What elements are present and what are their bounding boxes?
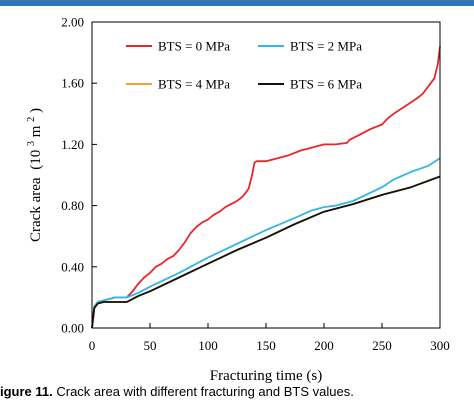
y-axis-label-unit-close: )	[28, 108, 44, 113]
crack-area-chart: 0.00 0.40 0.80 1.20 1.60 2.00 0 50 100 150 200 250…	[22, 15, 450, 385]
legend-label-1: BTS = 2 MPa	[290, 39, 362, 54]
series-layer	[91, 46, 441, 329]
y-tick-label: 1.20	[61, 137, 84, 152]
y-tick-label: 1.60	[61, 76, 84, 91]
y-axis-label-name: Crack area	[28, 177, 44, 242]
series-line-0	[91, 46, 441, 329]
y-tick-label: 2.00	[61, 15, 84, 30]
x-tick-label: 50	[144, 338, 157, 353]
legend: BTS = 0 MPa BTS = 2 MPa BTS = 4 MPa BTS = 6…	[126, 39, 362, 92]
x-tick-label: 250	[372, 338, 392, 353]
x-tick-label: 150	[256, 338, 276, 353]
legend-label-0: BTS = 0 MPa	[158, 39, 230, 54]
series-line-2	[91, 175, 441, 329]
legend-label-2: BTS = 4 MPa	[158, 77, 230, 92]
legend-label-3: BTS = 6 MPa	[290, 77, 362, 92]
y-axis-label-unit-open: (10	[28, 150, 44, 170]
x-tick-label: 100	[198, 338, 218, 353]
caption-text: Crack area with different fracturing and…	[52, 384, 354, 399]
y-axis-ticks: 0.00 0.40 0.80 1.20 1.60 2.00	[61, 15, 97, 336]
y-tick-label: 0.40	[61, 259, 84, 274]
figure-caption: igure 11. Crack area with different frac…	[0, 384, 474, 406]
top-rule	[0, 0, 474, 6]
y-axis-label-unit-mid: m	[28, 125, 44, 137]
x-tick-label: 300	[430, 338, 450, 353]
y-axis-label-unit-exp2: 2	[26, 117, 37, 122]
plot-area-frame	[91, 21, 441, 329]
y-tick-label: 0.00	[61, 321, 84, 336]
y-axis-label: Crack area (10 3 m 2 )	[22, 108, 44, 242]
y-axis-label-unit-exp: 3	[26, 141, 37, 146]
x-tick-label: 0	[89, 338, 96, 353]
x-axis-label: Fracturing time (s)	[210, 368, 322, 384]
series-line-1	[91, 157, 441, 329]
series-line-3	[91, 175, 441, 329]
x-axis-ticks: 0 50 100 150 200 250 300	[89, 323, 450, 353]
x-tick-label: 200	[314, 338, 334, 353]
caption-prefix: igure 11.	[0, 384, 53, 399]
y-tick-label: 0.80	[61, 198, 84, 213]
